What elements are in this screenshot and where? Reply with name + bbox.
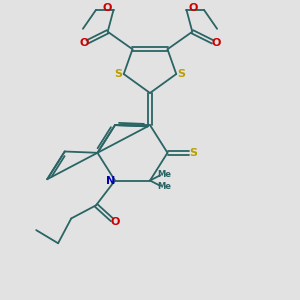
Text: O: O bbox=[102, 3, 112, 14]
Text: S: S bbox=[189, 148, 197, 158]
Text: S: S bbox=[115, 69, 122, 79]
Text: N: N bbox=[106, 176, 115, 185]
Text: S: S bbox=[178, 69, 185, 79]
Text: O: O bbox=[111, 217, 120, 227]
Text: Me: Me bbox=[158, 182, 172, 191]
Text: O: O bbox=[212, 38, 221, 48]
Text: O: O bbox=[79, 38, 88, 48]
Text: Me: Me bbox=[158, 169, 172, 178]
Text: O: O bbox=[188, 3, 198, 14]
